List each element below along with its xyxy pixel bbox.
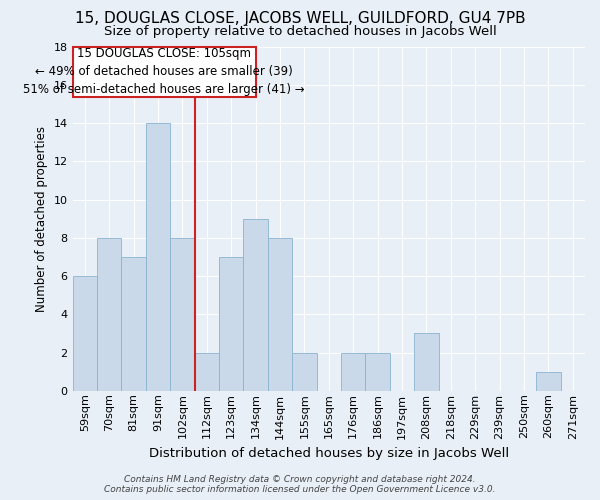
Text: Contains HM Land Registry data © Crown copyright and database right 2024.
Contai: Contains HM Land Registry data © Crown c… — [104, 474, 496, 494]
Bar — [268, 238, 292, 391]
Bar — [365, 352, 390, 391]
X-axis label: Distribution of detached houses by size in Jacobs Well: Distribution of detached houses by size … — [149, 447, 509, 460]
Bar — [292, 352, 317, 391]
Text: 15, DOUGLAS CLOSE, JACOBS WELL, GUILDFORD, GU4 7PB: 15, DOUGLAS CLOSE, JACOBS WELL, GUILDFOR… — [74, 11, 526, 26]
Bar — [194, 352, 219, 391]
Bar — [73, 276, 97, 391]
Text: 15 DOUGLAS CLOSE: 105sqm
← 49% of detached houses are smaller (39)
51% of semi-d: 15 DOUGLAS CLOSE: 105sqm ← 49% of detach… — [23, 48, 305, 96]
Bar — [219, 257, 244, 391]
Y-axis label: Number of detached properties: Number of detached properties — [35, 126, 48, 312]
Bar — [414, 334, 439, 391]
Bar — [170, 238, 194, 391]
FancyBboxPatch shape — [73, 46, 256, 97]
Bar — [146, 123, 170, 391]
Bar — [244, 218, 268, 391]
Bar — [97, 238, 121, 391]
Bar — [341, 352, 365, 391]
Bar — [121, 257, 146, 391]
Text: Size of property relative to detached houses in Jacobs Well: Size of property relative to detached ho… — [104, 25, 496, 38]
Bar — [536, 372, 560, 391]
